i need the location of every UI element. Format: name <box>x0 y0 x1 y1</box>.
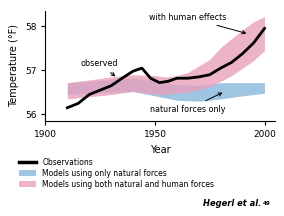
Text: natural forces only: natural forces only <box>150 93 225 114</box>
Text: 49: 49 <box>263 201 270 206</box>
X-axis label: Year: Year <box>150 145 171 154</box>
Legend: Observations, Models using only natural forces, Models using both natural and hu: Observations, Models using only natural … <box>19 158 214 189</box>
Text: observed: observed <box>80 59 118 76</box>
Y-axis label: Temperature (°F): Temperature (°F) <box>9 24 19 107</box>
Text: with human effects: with human effects <box>149 13 245 34</box>
Text: Hegerl et al.: Hegerl et al. <box>203 199 261 208</box>
